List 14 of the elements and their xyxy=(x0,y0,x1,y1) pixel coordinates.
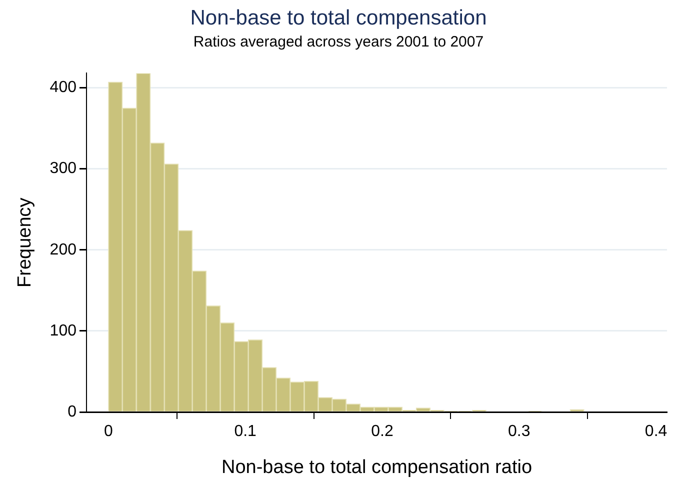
x-tick-label: 0.2 xyxy=(371,423,394,440)
y-tick-label: 100 xyxy=(50,322,77,340)
y-tick-label: 200 xyxy=(50,241,77,258)
y-tick-label: 0 xyxy=(68,403,77,420)
x-tick-label: 0.1 xyxy=(234,423,257,440)
x-tick-label: 0.3 xyxy=(508,423,530,440)
y-tick-label: 300 xyxy=(50,160,77,178)
x-axis-title: Non-base to total compensation ratio xyxy=(221,456,532,478)
chart-subtitle: Ratios averaged across years 2001 to 2007 xyxy=(193,33,484,50)
chart-title: Non-base to total compensation xyxy=(190,6,487,30)
y-axis-title: Frequency xyxy=(14,197,36,288)
x-tick-label: 0.4 xyxy=(644,423,668,440)
x-tick-label: 0 xyxy=(104,423,113,440)
y-tick-label: 400 xyxy=(50,79,77,96)
